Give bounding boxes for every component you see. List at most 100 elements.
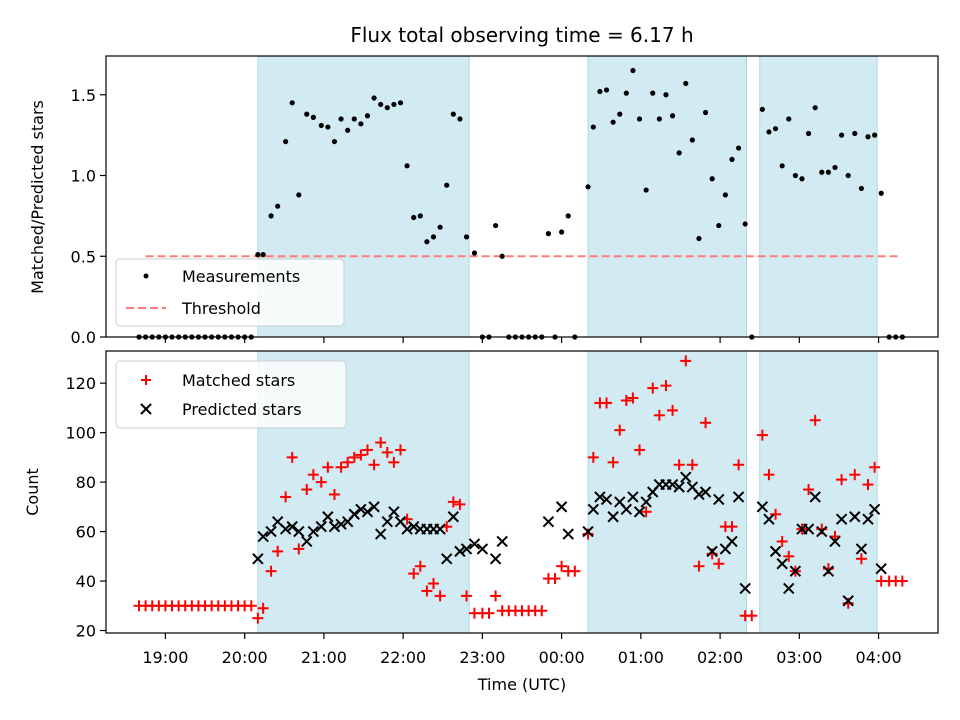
top-legend: Measurements Threshold <box>115 258 345 327</box>
matched-star-point <box>408 568 420 580</box>
matched-star-point <box>490 590 502 602</box>
matched-star-point <box>265 565 277 577</box>
matched-star-point <box>627 392 639 404</box>
bottom-panel: 20 40 60 80 100 120 19:00 20:00 21:00 22:00 23:00… <box>23 350 939 694</box>
matched-star-point <box>252 612 264 624</box>
matched-star-point <box>849 469 861 481</box>
matched-star-point <box>783 550 795 562</box>
matched-star-point <box>746 610 758 622</box>
bottom-x-tick-label: 19:00 <box>142 648 188 667</box>
predicted-star-point <box>849 511 861 523</box>
legend-threshold-label: Threshold <box>181 299 261 318</box>
observing-interval <box>587 350 748 634</box>
bottom-y-axis-label: Count <box>23 468 42 516</box>
measurement-point <box>424 239 430 245</box>
measurement-point <box>345 127 351 133</box>
measurement-point <box>597 88 603 95</box>
predicted-star-point <box>408 520 420 533</box>
measurement-point <box>766 129 772 135</box>
matched-star-point <box>653 409 665 421</box>
matched-star-point <box>667 404 679 416</box>
predicted-star-point <box>388 506 400 518</box>
matched-star-point <box>355 449 367 461</box>
predicted-star-point <box>822 565 835 577</box>
matched-star-point <box>483 607 495 619</box>
measurement-point <box>304 111 310 117</box>
measurement-point <box>696 235 702 242</box>
predicted-star-point <box>680 471 692 483</box>
measurement-point <box>610 119 616 125</box>
predicted-star-point <box>348 508 360 520</box>
matched-star-point <box>700 417 712 429</box>
predicted-star-point <box>257 530 269 543</box>
measurement-point <box>268 213 274 219</box>
measurement-point <box>858 185 865 192</box>
bottom-x-tick-label: 22:00 <box>380 648 426 667</box>
measurement-point <box>792 172 798 179</box>
predicted-star-point <box>587 503 600 516</box>
measurement-point <box>430 234 437 240</box>
measurement-point <box>590 124 596 130</box>
predicted-star-point <box>315 520 327 533</box>
matched-star-point <box>869 461 881 473</box>
predicted-star-point <box>607 511 619 523</box>
measurement-point <box>617 111 623 117</box>
bottom-y-tick-label: 20 <box>76 622 96 641</box>
bottom-y-tick-label: 120 <box>65 374 96 393</box>
predicted-star-point <box>381 515 394 528</box>
measurement-point <box>565 213 571 219</box>
matched-star-point <box>634 444 646 456</box>
bottom-x-tick-label: 00:00 <box>539 648 585 667</box>
matched-star-point <box>680 355 692 367</box>
predicted-star-point <box>562 528 574 540</box>
predicted-star-point <box>627 491 639 503</box>
measurement-point <box>364 113 371 119</box>
top-panel: 0.0 0.5 1.0 1.5 Matched/Predicted stars Mea… <box>28 55 939 347</box>
matched-star-point <box>713 558 725 570</box>
observing-interval <box>759 55 878 338</box>
matched-star-point <box>549 573 561 585</box>
matched-star-point <box>245 600 257 612</box>
predicted-star-point <box>835 513 848 525</box>
measurement-point <box>865 134 871 140</box>
bottom-plot-frame <box>105 350 939 634</box>
measurement-point <box>772 126 779 132</box>
measurement-point <box>351 116 357 122</box>
measurement-point <box>331 138 338 145</box>
predicted-star-point <box>476 543 489 555</box>
predicted-star-point <box>802 523 815 535</box>
matched-star-point <box>855 553 867 565</box>
matched-star-point <box>770 508 782 520</box>
predicted-star-point <box>328 520 341 533</box>
predicted-star-point <box>693 488 705 501</box>
matched-star-point <box>556 560 568 572</box>
measurement-point <box>832 164 838 171</box>
measurement-point <box>603 87 610 93</box>
matched-star-point <box>620 394 632 406</box>
matched-star-point <box>428 578 440 590</box>
predicted-star-point <box>468 538 481 550</box>
measurement-point <box>786 116 792 122</box>
measurement-point <box>358 121 364 127</box>
measurement-point <box>378 101 384 108</box>
measurement-point <box>450 111 456 117</box>
matched-star-point <box>693 560 705 572</box>
bottom-y-tick-label: 80 <box>76 473 96 492</box>
predicted-star-point <box>286 520 298 533</box>
predicted-star-point <box>293 525 305 538</box>
predicted-star-point <box>706 545 718 558</box>
matched-star-point <box>763 469 775 481</box>
predicted-star-point <box>460 543 473 555</box>
bottom-legend-box <box>115 360 347 429</box>
measurement-point <box>650 90 656 96</box>
predicted-star-point <box>842 595 854 607</box>
measurement-point <box>283 138 289 145</box>
measurement-point <box>545 231 552 237</box>
predicted-star-point <box>441 553 453 565</box>
predicted-star-point <box>434 523 446 535</box>
bottom-x-tick-label: 21:00 <box>301 648 347 667</box>
measurement-point <box>676 150 682 156</box>
matched-star-point <box>836 474 848 486</box>
measurement-point <box>729 156 735 162</box>
matched-star-point <box>647 382 659 394</box>
